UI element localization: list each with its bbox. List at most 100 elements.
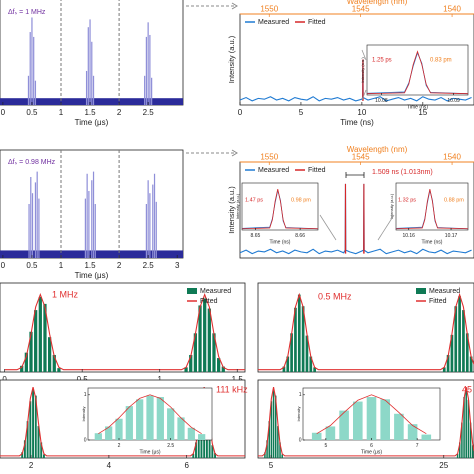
x-tick-label: 6 (370, 443, 373, 449)
bar (301, 306, 305, 372)
bar (461, 422, 463, 458)
bar (57, 368, 61, 372)
bar (277, 426, 279, 458)
bar (353, 401, 363, 440)
line-series (258, 386, 474, 457)
bar (152, 184, 154, 258)
bar (198, 305, 202, 372)
bar (266, 440, 268, 458)
bar (294, 307, 297, 372)
bar (125, 406, 133, 440)
bar (91, 41, 93, 105)
line-series (241, 189, 319, 230)
bar (87, 27, 89, 106)
annotation: 0.88 pm (444, 197, 464, 203)
x-tick-label: 2 (118, 443, 121, 449)
bar (394, 413, 404, 440)
annotation: 1.25 ps (372, 58, 392, 64)
bar (38, 198, 40, 258)
bar (84, 198, 87, 258)
x-axis-label: Time (μs) (75, 271, 109, 280)
bar (40, 442, 43, 458)
bar (145, 204, 148, 258)
x-tick-label: 10.17 (445, 233, 458, 239)
line-series (239, 183, 472, 255)
pointer (361, 49, 367, 101)
bar (153, 173, 156, 258)
pointer (345, 172, 365, 178)
bar (458, 296, 461, 372)
bar (281, 454, 283, 458)
legend-label: Measured (258, 167, 289, 174)
legend-label: Fitted (308, 167, 326, 174)
bar (37, 426, 40, 458)
x-axis-label: Time (μs) (361, 449, 382, 455)
annotation: 0.5 MHz (318, 291, 352, 301)
bar (24, 352, 28, 372)
bar (156, 397, 164, 440)
x-tick-label: 5 (269, 461, 274, 470)
x2-tick-label: 1545 (352, 5, 370, 14)
bar (34, 310, 38, 372)
bar (463, 397, 465, 458)
bar (207, 308, 211, 372)
x-tick-label: 10.09 (447, 98, 460, 104)
line-series (316, 394, 427, 435)
annotation: 1.32 ps (398, 197, 416, 203)
x-tick-label: 1 (59, 261, 64, 270)
bar (105, 426, 113, 440)
annotation: 0.98 pm (291, 197, 311, 203)
bar (38, 296, 42, 372)
annotation: 111 kHz (216, 384, 248, 394)
bar (442, 367, 446, 372)
annotation: 1 MHz (52, 289, 79, 299)
y-axis-label: Intensity (a.u.) (389, 193, 394, 219)
line-series (98, 394, 202, 435)
annotation: 0.83 pm (430, 58, 452, 64)
line-series (4, 293, 245, 371)
annotation: Δfₛ = 1 MHz (8, 9, 46, 16)
bar (91, 180, 93, 258)
bar (189, 354, 193, 372)
bar (465, 333, 469, 372)
x-tick-label: 1 (157, 375, 162, 384)
bar (36, 171, 38, 258)
bar (325, 426, 336, 440)
y-tick-label: 0 (299, 437, 302, 443)
bar (458, 442, 461, 458)
bar (211, 445, 214, 458)
bar (313, 367, 316, 372)
bar (94, 433, 102, 440)
bar (217, 358, 221, 372)
annotation: 1.47 ps (245, 197, 263, 203)
x-tick-label: 8.65 (251, 233, 261, 239)
bar (34, 80, 37, 105)
bar (467, 399, 470, 458)
bar (290, 333, 293, 372)
x-tick-label: 10 (357, 108, 366, 117)
bar (155, 201, 157, 258)
bar (30, 177, 32, 258)
bar (212, 333, 216, 372)
inset-frame (395, 182, 469, 231)
bar (305, 335, 309, 372)
x-tick-label: 0.5 (26, 108, 38, 117)
x-tick-label: 5 (324, 443, 327, 449)
bar (270, 401, 273, 458)
bar (147, 180, 149, 258)
bar (380, 399, 390, 440)
pointer (319, 214, 395, 241)
line-series (366, 50, 469, 95)
x-tick-label: 0 (1, 108, 6, 117)
bar (29, 32, 31, 105)
x2-axis-label: Wavelength (nm) (347, 0, 408, 6)
x-tick-label: 2.5 (143, 108, 155, 117)
y-axis-label: Intensity (a.u.) (360, 57, 365, 83)
bar (144, 75, 146, 105)
x2-tick-label: 1540 (443, 5, 461, 14)
bar (47, 337, 52, 372)
bar (469, 356, 473, 372)
x-tick-label: 0 (238, 108, 243, 117)
